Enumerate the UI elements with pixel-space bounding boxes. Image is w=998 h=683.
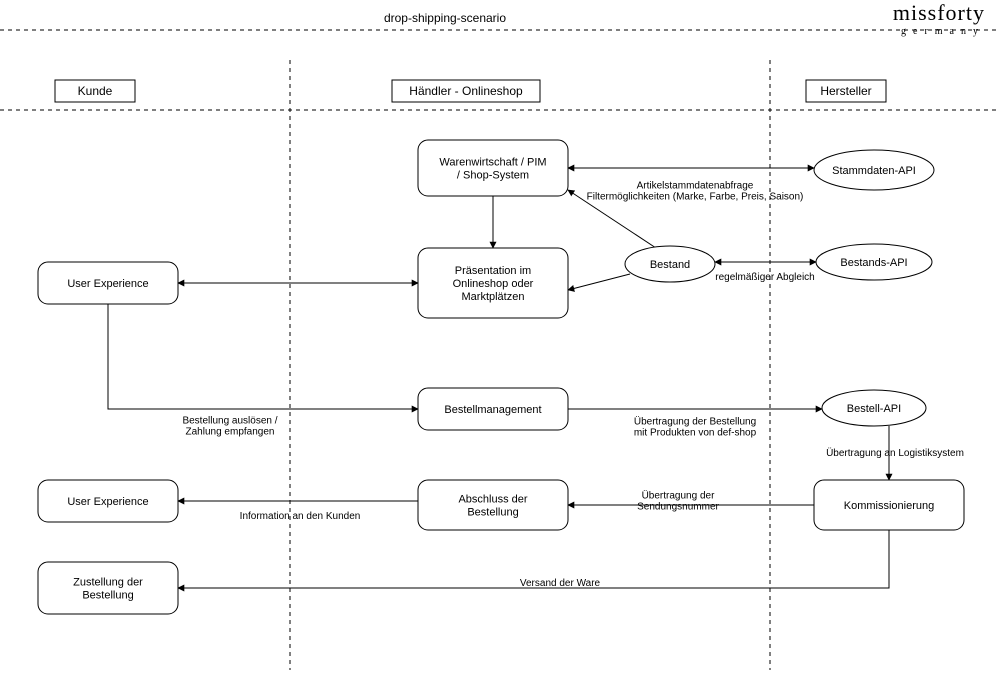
edge-label-kommission-abschluss: Übertragung der	[642, 490, 715, 502]
node-label-praesent: Marktplätzen	[462, 291, 525, 303]
node-praesent: Präsentation imOnlineshop oderMarktplätz…	[418, 248, 568, 318]
diagram-title: drop-shipping-scenario	[384, 11, 506, 25]
node-label-kommission: Kommissionierung	[844, 500, 934, 512]
node-bestandsapi: Bestands-API	[816, 244, 932, 280]
node-bestellapi: Bestell-API	[822, 390, 926, 426]
node-ux1: User Experience	[38, 262, 178, 304]
node-label-praesent: Präsentation im	[455, 265, 531, 277]
node-bestand: Bestand	[625, 246, 715, 282]
edge-label-bestellapi-kommission: Übertragung an Logistiksystem	[826, 447, 964, 459]
node-label-bestand: Bestand	[650, 259, 690, 271]
edge-label-kommission-zustellung: Versand der Ware	[520, 578, 601, 589]
node-ux2: User Experience	[38, 480, 178, 522]
brand-sub: germany	[901, 26, 985, 37]
node-bestellmgmt: Bestellmanagement	[418, 388, 568, 430]
node-label-stammapi: Stammdaten-API	[832, 165, 916, 177]
lane-label-haendler: Händler - Onlineshop	[409, 84, 523, 98]
node-label-wws: Warenwirtschaft / PIM	[439, 157, 546, 169]
node-label-praesent: Onlineshop oder	[453, 278, 534, 290]
node-label-bestellmgmt: Bestellmanagement	[444, 404, 541, 416]
node-label-ux2: User Experience	[67, 496, 148, 508]
node-label-abschluss: Bestellung	[467, 507, 518, 519]
node-label-bestandsapi: Bestands-API	[840, 257, 907, 269]
brand-main: missforty	[893, 0, 985, 25]
lane-label-hersteller: Hersteller	[820, 84, 871, 98]
edge-label-wws-stammapi: Artikelstammdatenabfrage	[637, 181, 754, 192]
edge-label-ux1-bestellmgmt: Bestellung auslösen /	[182, 416, 277, 427]
edge-label-wws-stammapi: Filtermöglichkeiten (Marke, Farbe, Preis…	[587, 192, 804, 203]
edge-label-kommission-abschluss: Sendungsnummer	[637, 502, 719, 513]
node-label-zustellung: Bestellung	[82, 590, 133, 602]
node-wws: Warenwirtschaft / PIM/ Shop-System	[418, 140, 568, 196]
edge-label-bestand-bestandsapi: regelmäßiger Abgleich	[715, 272, 815, 283]
node-zustellung: Zustellung derBestellung	[38, 562, 178, 614]
node-label-zustellung: Zustellung der	[73, 577, 143, 589]
lane-headers: Kunde Händler - Onlineshop Hersteller	[55, 80, 886, 102]
edge-label-ux1-bestellmgmt: Zahlung empfangen	[186, 427, 275, 438]
node-label-wws: / Shop-System	[457, 170, 529, 182]
edge-label-bestellmgmt-bestellapi: mit Produkten von def-shop	[634, 428, 757, 439]
node-label-bestellapi: Bestell-API	[847, 403, 901, 415]
node-label-abschluss: Abschluss der	[458, 494, 527, 506]
node-abschluss: Abschluss derBestellung	[418, 480, 568, 530]
edge-ux1-bestellmgmt	[108, 304, 418, 409]
node-kommission: Kommissionierung	[814, 480, 964, 530]
nodes: User Experience User Experience Zustellung…	[38, 140, 964, 614]
dropshipping-flowchart: drop-shipping-scenario missforty germany…	[0, 0, 998, 683]
node-label-ux1: User Experience	[67, 278, 148, 290]
node-stammapi: Stammdaten-API	[814, 150, 934, 190]
edge-label-abschluss-ux2: Information an den Kunden	[240, 511, 361, 522]
edge-label-bestellmgmt-bestellapi: Übertragung der Bestellung	[634, 416, 756, 428]
edge-bestand-praesent	[568, 274, 630, 290]
lane-label-kunde: Kunde	[78, 84, 113, 98]
